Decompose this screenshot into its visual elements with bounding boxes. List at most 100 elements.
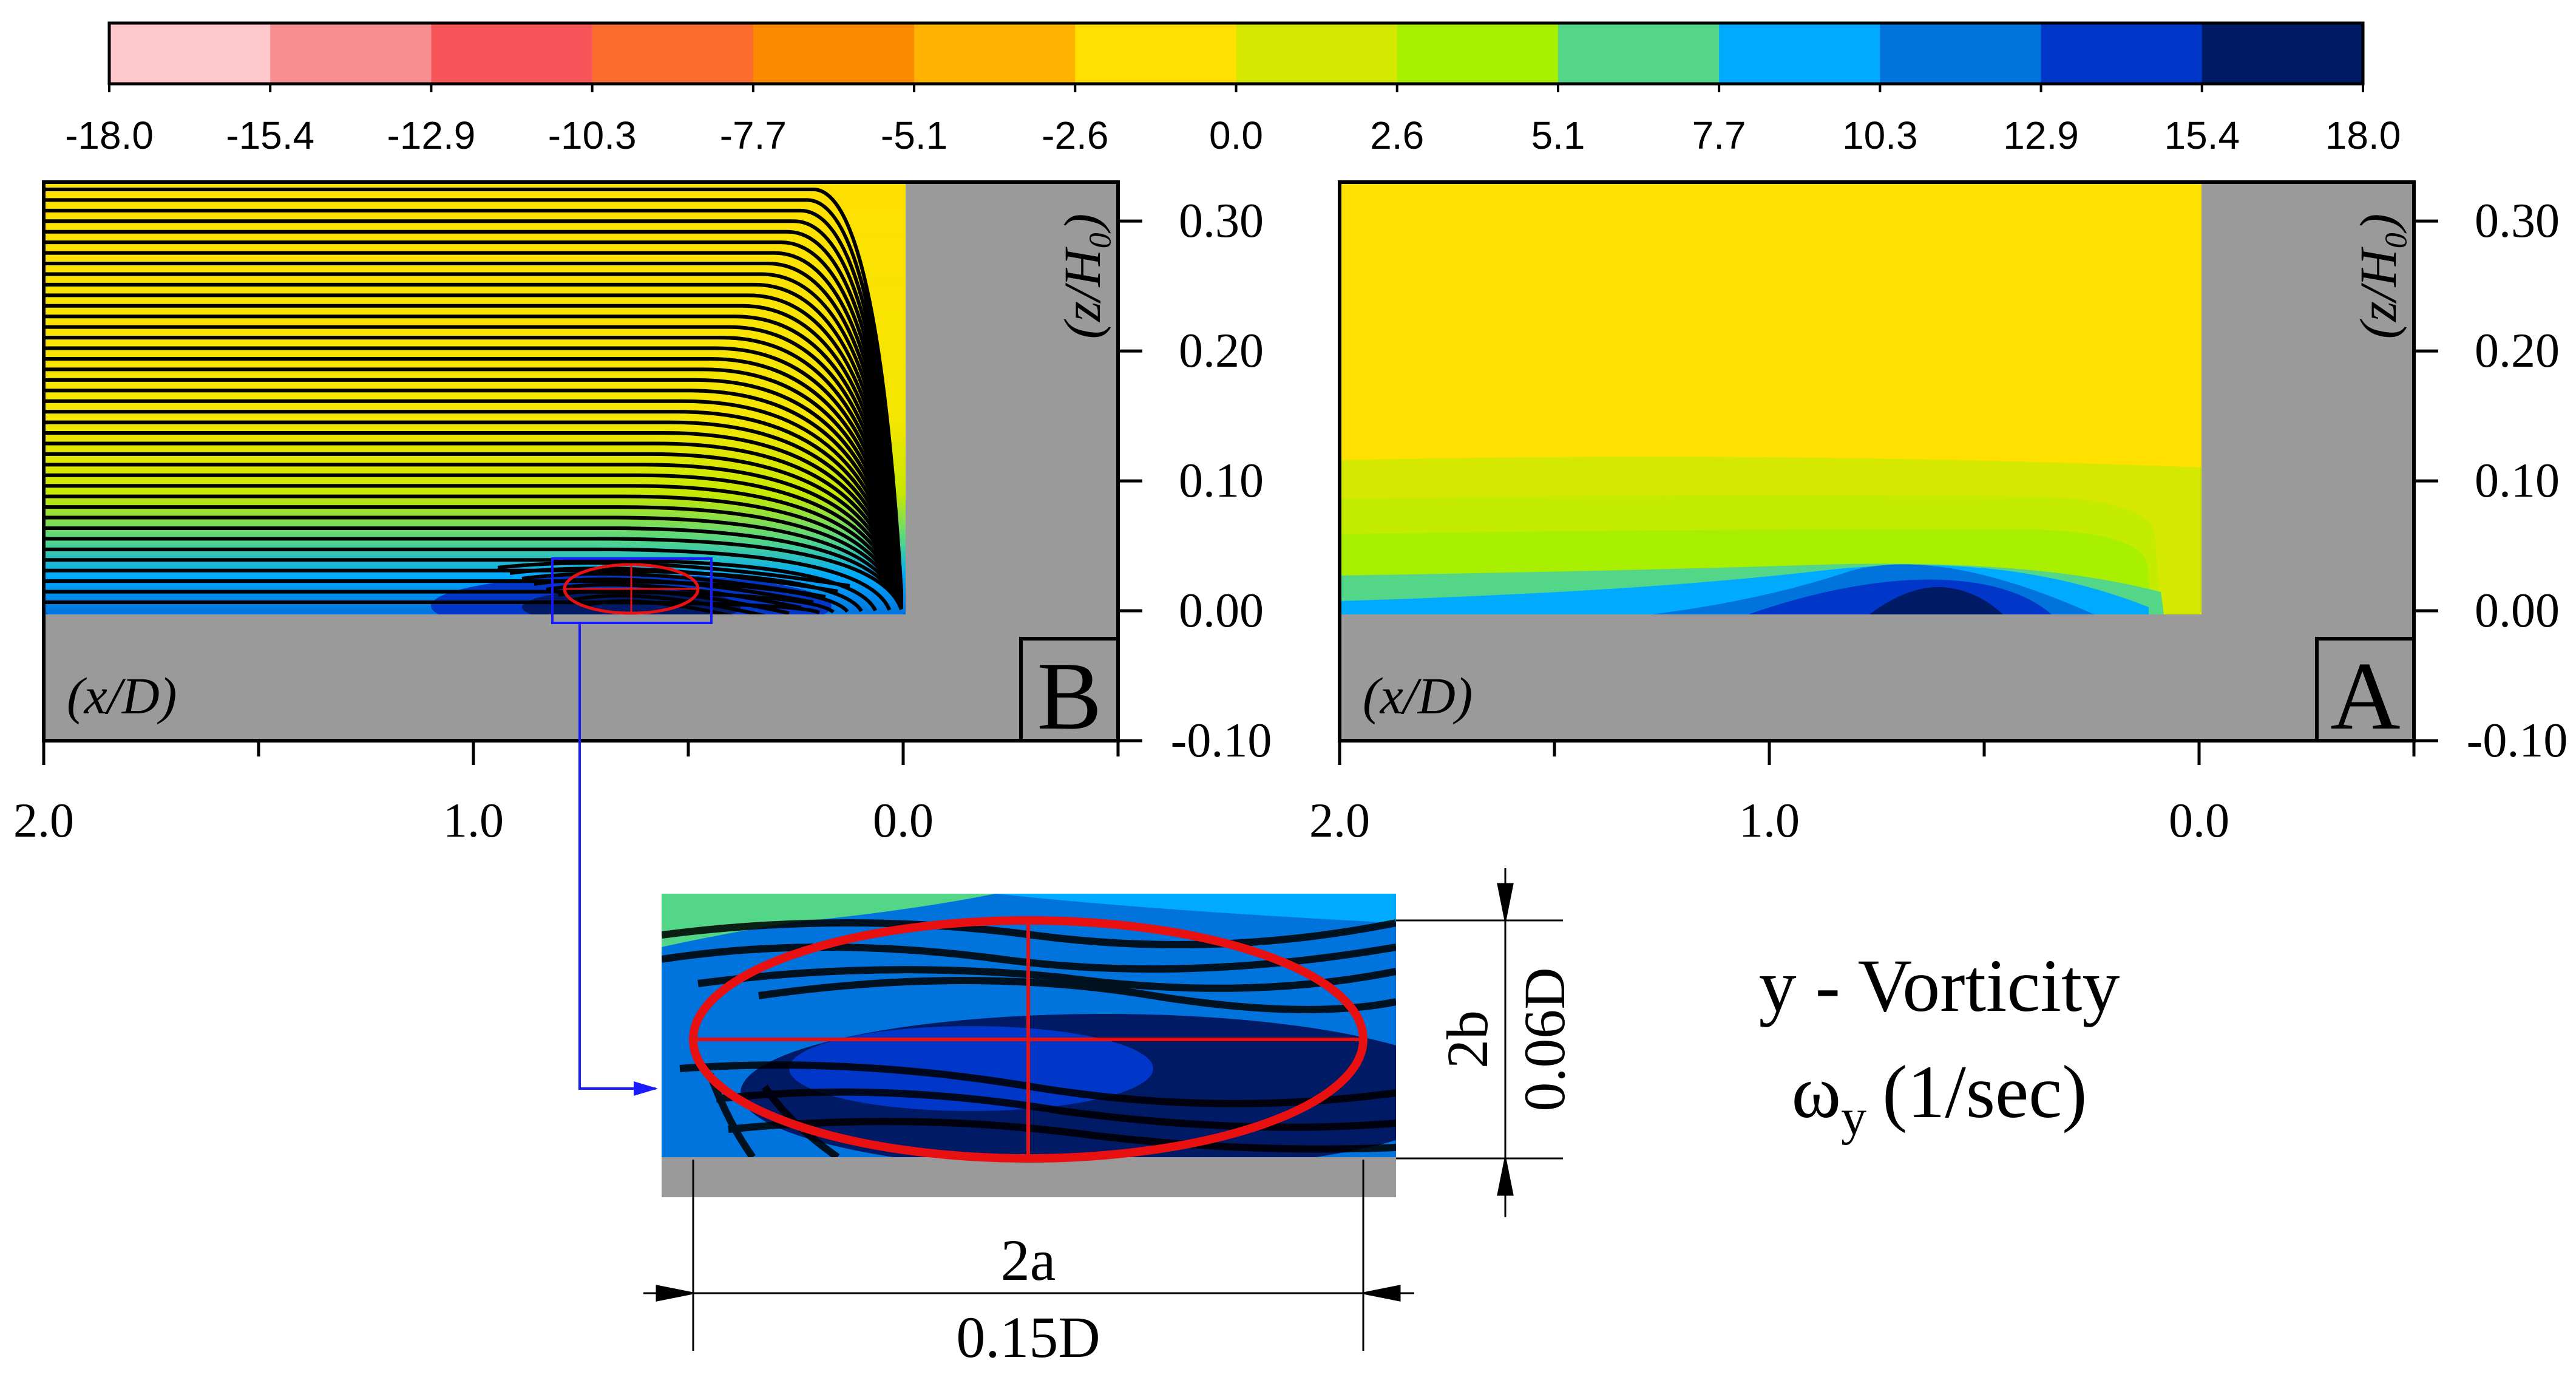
streamline xyxy=(44,515,903,609)
y-tick-label: 0.30 xyxy=(2475,194,2560,248)
streamline xyxy=(44,494,903,608)
streamline xyxy=(582,599,733,614)
panel-a-xlabel: (x/D) xyxy=(1363,667,1473,725)
inset-streak xyxy=(662,943,1396,973)
title-unit: (1/sec) xyxy=(1882,1050,2087,1134)
inset-streamlines xyxy=(662,919,1396,1160)
y-tick-label: 0.00 xyxy=(1179,584,1264,637)
x-tick-label: 2.0 xyxy=(1309,794,1370,848)
inset-streak xyxy=(679,1061,1396,1107)
inset-height-label: 2b xyxy=(1435,1010,1500,1069)
colorbar-tick-label: -10.3 xyxy=(548,114,637,157)
y-tick-label: -0.10 xyxy=(1171,714,1272,767)
colorbar-tick-label: -7.7 xyxy=(720,114,787,157)
panel-a-frame xyxy=(1338,180,2416,743)
colorbar-tick-label: -18.0 xyxy=(65,114,154,157)
panel-a-ylabel: (z/H₀) xyxy=(2349,214,2407,339)
panel-b-streamlines xyxy=(44,188,903,614)
colorbar-swatch xyxy=(1075,23,1236,84)
streamline xyxy=(44,558,878,611)
x-tick-label: 1.0 xyxy=(1739,794,1800,848)
colorbar-tick-label: -5.1 xyxy=(881,114,947,157)
y-tick-label: 0.10 xyxy=(1179,454,1264,508)
colorbar-tick-label: 18.0 xyxy=(2325,114,2401,157)
streamline xyxy=(44,505,903,608)
colorbar-swatch xyxy=(1557,23,1720,84)
streamline xyxy=(497,561,850,588)
colorbar-swatch xyxy=(1719,23,1880,84)
colorbar-swatch xyxy=(2041,23,2203,84)
panel-a: (x/D) A (z/H₀) 2.0 1.0 0.0 0.30 0.20 0.10 0.00… xyxy=(1309,180,2568,848)
colorbar-tick-label: 10.3 xyxy=(1842,114,1918,157)
panel-b-label: B xyxy=(1037,642,1102,750)
y-tick-label: 0.20 xyxy=(2475,324,2560,378)
inset-streak xyxy=(697,966,1396,992)
colorbar-tick-label: 7.7 xyxy=(1692,114,1746,157)
colorbar-tick-label: -12.9 xyxy=(387,114,475,157)
panel-a-axes: 2.0 1.0 0.0 0.30 0.20 0.10 0.00 -0.10 xyxy=(1309,194,2568,848)
chart-title-line2: ωy (1/sec) xyxy=(1792,1050,2087,1146)
colorbar-swatch xyxy=(1397,23,1559,84)
colorbar-swatch xyxy=(270,23,432,84)
panel-a-label-box: A xyxy=(2315,637,2416,750)
colorbar-tick-label: 0.0 xyxy=(1209,114,1263,157)
colorbar-swatch xyxy=(2201,23,2364,84)
colorbar: -18.0 -15.4 -12.9 -10.3 -7.7 -5.1 -2.6 0.0 2.6 5.… xyxy=(65,21,2401,157)
streamline xyxy=(534,577,814,604)
x-tick-label: 0.0 xyxy=(2169,794,2229,848)
zoom-connector-arrow xyxy=(578,623,658,1096)
inset-width-label: 2a xyxy=(1001,1228,1056,1293)
streamline xyxy=(44,547,892,611)
inset-width-value: 0.15D xyxy=(956,1305,1100,1370)
panel-b: (x/D) B (z/H₀) 2.0 1.0 0.0 0.30 0.20 0.10 0.00… xyxy=(13,180,1272,848)
streamline xyxy=(44,526,903,610)
panel-b-xlabel: (x/D) xyxy=(67,667,177,725)
panel-b-ylabel: (z/H₀) xyxy=(1053,214,1111,339)
panel-b-zoom-box xyxy=(551,557,713,624)
panel-a-label: A xyxy=(2330,642,2401,750)
colorbar-swatch xyxy=(431,23,593,84)
inset-height-value: 0.06D xyxy=(1512,967,1577,1111)
x-tick-label: 1.0 xyxy=(443,794,504,848)
colorbar-swatch xyxy=(109,23,271,84)
y-tick-label: 0.10 xyxy=(2475,454,2560,508)
colorbar-swatch xyxy=(1880,23,2042,84)
colorbar-tick-label: 15.4 xyxy=(2164,114,2240,157)
inset-streak xyxy=(758,977,1396,1013)
inset-streak xyxy=(728,1118,1396,1153)
colorbar-tick-label: 5.1 xyxy=(1531,114,1585,157)
inset-dimensions xyxy=(643,868,1563,1351)
colorbar-tick-label: -2.6 xyxy=(1042,114,1108,157)
colorbar-swatch xyxy=(914,23,1076,84)
streamline xyxy=(558,588,790,614)
streamline xyxy=(521,572,826,599)
title-omega-symbol: ω xyxy=(1792,1050,1842,1134)
y-tick-label: 0.30 xyxy=(1179,194,1264,248)
streamline xyxy=(509,566,838,593)
inset-green-band xyxy=(662,894,995,947)
inset-streak xyxy=(662,919,1396,948)
streamline xyxy=(546,583,802,610)
colorbar-swatch xyxy=(1236,23,1398,84)
panel-a-contours xyxy=(1340,182,2201,614)
colorbar-swatch xyxy=(753,23,915,84)
x-tick-label: 0.0 xyxy=(873,794,934,848)
panel-b-axes: 2.0 1.0 0.0 0.30 0.20 0.10 0.00 -0.10 xyxy=(13,194,1272,848)
inset-streak xyxy=(716,1088,1396,1131)
inset-wall xyxy=(662,1157,1396,1197)
chart-title-line1: y - Vorticity xyxy=(1759,944,2120,1027)
colorbar-tick-label: 2.6 xyxy=(1370,114,1424,157)
inset-zoom: 2a 0.15D 2b 0.06D xyxy=(643,868,1577,1370)
x-tick-label: 2.0 xyxy=(13,794,74,848)
colorbar-swatch xyxy=(592,23,754,84)
colorbar-tick-label: -15.4 xyxy=(226,114,314,157)
title-subscript: y xyxy=(1841,1089,1866,1146)
inset-light-blue-band xyxy=(995,894,1396,923)
colorbar-tick-label: 12.9 xyxy=(2003,114,2079,157)
y-tick-label: 0.20 xyxy=(1179,324,1264,378)
streamline xyxy=(44,537,903,610)
y-tick-label: 0.00 xyxy=(2475,584,2560,637)
y-tick-label: -0.10 xyxy=(2467,714,2568,767)
streamline xyxy=(570,594,767,614)
